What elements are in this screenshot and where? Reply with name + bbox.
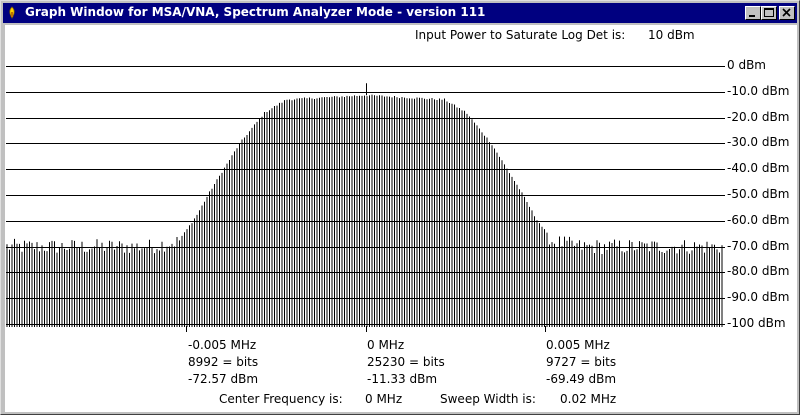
y-axis-label: -60.0 dBm: [727, 213, 790, 227]
marker-left-bits: 8992 = bits: [188, 355, 259, 369]
minimize-button[interactable]: [745, 6, 761, 20]
window-title: Graph Window for MSA/VNA, Spectrum Analy…: [25, 5, 486, 19]
sweep-width-value: 0.02 MHz: [560, 392, 617, 406]
marker-center-freq: 0 MHz: [367, 338, 405, 352]
y-axis-label: -100 dBm: [727, 316, 786, 330]
marker-left-power: -72.57 dBm: [188, 372, 259, 386]
marker-right-power: -69.49 dBm: [546, 372, 617, 386]
marker-right-bits: 9727 = bits: [546, 355, 617, 369]
y-axis-label: -10.0 dBm: [727, 84, 790, 98]
marker-left-freq: -0.005 MHz: [188, 338, 257, 352]
saturate-value: 10 dBm: [648, 28, 695, 42]
minimize-icon: [749, 15, 755, 17]
center-frequency-value: 0 MHz: [365, 392, 403, 406]
y-axis-label: -30.0 dBm: [727, 135, 790, 149]
y-axis-label: -50.0 dBm: [727, 187, 790, 201]
app-icon: [9, 6, 15, 19]
spectrum-plot: [6, 66, 725, 332]
marker-center-bits: 25230 = bits: [367, 355, 445, 369]
marker-right-freq: 0.005 MHz: [546, 338, 610, 352]
maximize-icon: [764, 8, 774, 17]
y-axis-label: -20.0 dBm: [727, 110, 790, 124]
saturate-label: Input Power to Saturate Log Det is:: [415, 28, 626, 42]
y-axis-label: -90.0 dBm: [727, 290, 790, 304]
y-axis-label: -70.0 dBm: [727, 239, 790, 253]
title-bar[interactable]: Graph Window for MSA/VNA, Spectrum Analy…: [3, 3, 797, 23]
maximize-button[interactable]: [761, 6, 777, 20]
close-icon: [782, 8, 791, 17]
close-button[interactable]: [779, 6, 795, 20]
marker-center-power: -11.33 dBm: [367, 372, 438, 386]
center-frequency-label: Center Frequency is:: [219, 392, 343, 406]
y-axis-label: -80.0 dBm: [727, 264, 790, 278]
y-axis-label: -40.0 dBm: [727, 161, 790, 175]
y-axis-label: 0 dBm: [727, 58, 766, 72]
graph-area[interactable]: Input Power to Saturate Log Det is: 10 d…: [5, 25, 797, 412]
sweep-width-label: Sweep Width is:: [440, 392, 536, 406]
